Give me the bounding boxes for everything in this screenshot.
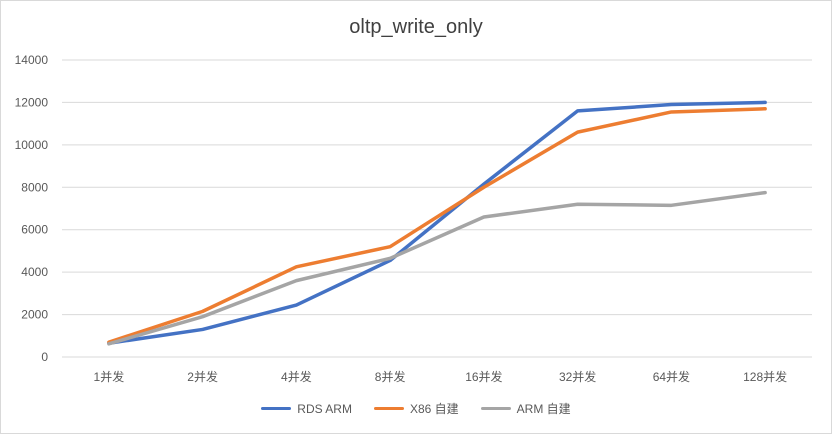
y-tick-label: 8000 [21,180,48,194]
legend-item: X86 自建 [373,400,459,417]
series-line-1 [107,100,767,345]
y-tick-label: 0 [41,350,48,364]
x-tick-label: 32并发 [559,369,596,384]
chart-title: oltp_write_only [349,16,483,38]
x-tick-label: 4并发 [281,369,312,384]
series-line-2 [107,107,767,344]
y-tick-label: 12000 [15,95,49,109]
y-tick-label: 14000 [15,53,49,67]
gridlines [62,59,812,358]
x-tick-label: 8并发 [375,369,406,384]
y-tick-label: 2000 [21,308,48,322]
legend-swatch [480,407,511,410]
series-lines [107,100,767,346]
x-tick-label: 16并发 [465,369,502,384]
x-tick-label: 1并发 [94,369,125,384]
x-tick-label: 128并发 [743,369,787,384]
x-tick-label: 64并发 [653,369,690,384]
y-tick-label: 4000 [21,265,48,279]
legend-label: ARM 自建 [516,402,571,416]
x-axis-ticks: 1并发 2并发 4并发 8并发 16并发 32并发 64并发 128并发 [94,369,788,384]
series-line-3 [107,190,767,346]
x-tick-label: 2并发 [187,369,218,384]
legend-swatch [261,407,292,410]
y-tick-label: 6000 [21,223,48,237]
y-axis-ticks: 0 2000 4000 6000 8000 10000 12000 14000 [15,53,49,364]
legend-label: RDS ARM [297,401,352,416]
legend-item: ARM 自建 [480,400,571,417]
legend: RDS ARM X86 自建 ARM 自建 [0,400,832,417]
legend-item: RDS ARM [261,400,352,417]
legend-swatch [373,407,404,410]
legend-label: X86 自建 [409,402,459,416]
y-tick-label: 10000 [15,138,49,152]
